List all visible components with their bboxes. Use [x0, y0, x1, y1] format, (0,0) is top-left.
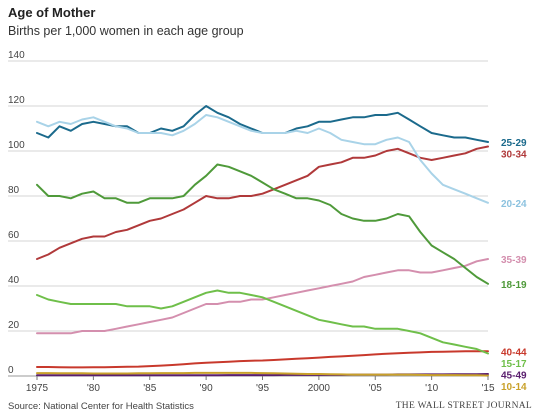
series-line-20-24 — [36, 114, 489, 204]
y-axis-ticks: 0 20 40 60 80 100 120 140 — [8, 50, 25, 376]
series-line-35-39 — [36, 258, 489, 335]
x-tick-label: '05 — [369, 383, 382, 394]
end-label-45-49: 45-49 — [501, 370, 527, 381]
series-line-10-14 — [36, 371, 489, 377]
series-layer — [36, 105, 489, 377]
end-label-20-24: 20-24 — [501, 199, 527, 210]
end-label-35-39: 35-39 — [501, 255, 527, 266]
x-tick-label: '15 — [481, 383, 494, 394]
end-label-15-17: 15-17 — [501, 359, 527, 370]
publisher-credit: THE WALL STREET JOURNAL — [395, 401, 532, 411]
series-line-18-19 — [36, 163, 489, 285]
end-label-18-19: 18-19 — [501, 280, 527, 291]
y-tick-label: 20 — [8, 320, 20, 331]
end-label-40-44: 40-44 — [501, 347, 527, 358]
end-label-10-14: 10-14 — [501, 382, 527, 393]
y-tick-label: 60 — [8, 230, 20, 241]
y-tick-label: 140 — [8, 50, 25, 61]
end-label-25-29: 25-29 — [501, 138, 527, 149]
x-tick-label: 2000 — [308, 383, 331, 394]
x-tick-label: '10 — [425, 383, 438, 394]
end-label-30-34: 30-34 — [501, 150, 527, 161]
chart-title: Age of Mother — [8, 5, 96, 20]
y-tick-label: 120 — [8, 95, 25, 106]
y-tick-label: 40 — [8, 275, 20, 286]
series-line-25-29 — [36, 105, 489, 143]
x-axis: 1975 '80 '85 '90 '95 2000 '05 '10 '15 — [26, 376, 495, 394]
chart-subtitle: Births per 1,000 women in each age group — [8, 24, 244, 38]
y-tick-label: 100 — [8, 140, 25, 151]
x-tick-label: '95 — [256, 383, 269, 394]
y-tick-label: 0 — [8, 365, 14, 376]
source-note: Source: National Center for Health Stati… — [8, 401, 194, 412]
series-line-40-44 — [36, 350, 489, 369]
x-tick-label: '85 — [143, 383, 156, 394]
series-line-15-17 — [36, 289, 489, 355]
grid-layer — [8, 60, 488, 377]
x-tick-label: '90 — [200, 383, 213, 394]
x-tick-label: 1975 — [26, 383, 49, 394]
x-tick-label: '80 — [87, 383, 100, 394]
series-line-30-34 — [36, 145, 489, 260]
y-tick-label: 80 — [8, 185, 20, 196]
